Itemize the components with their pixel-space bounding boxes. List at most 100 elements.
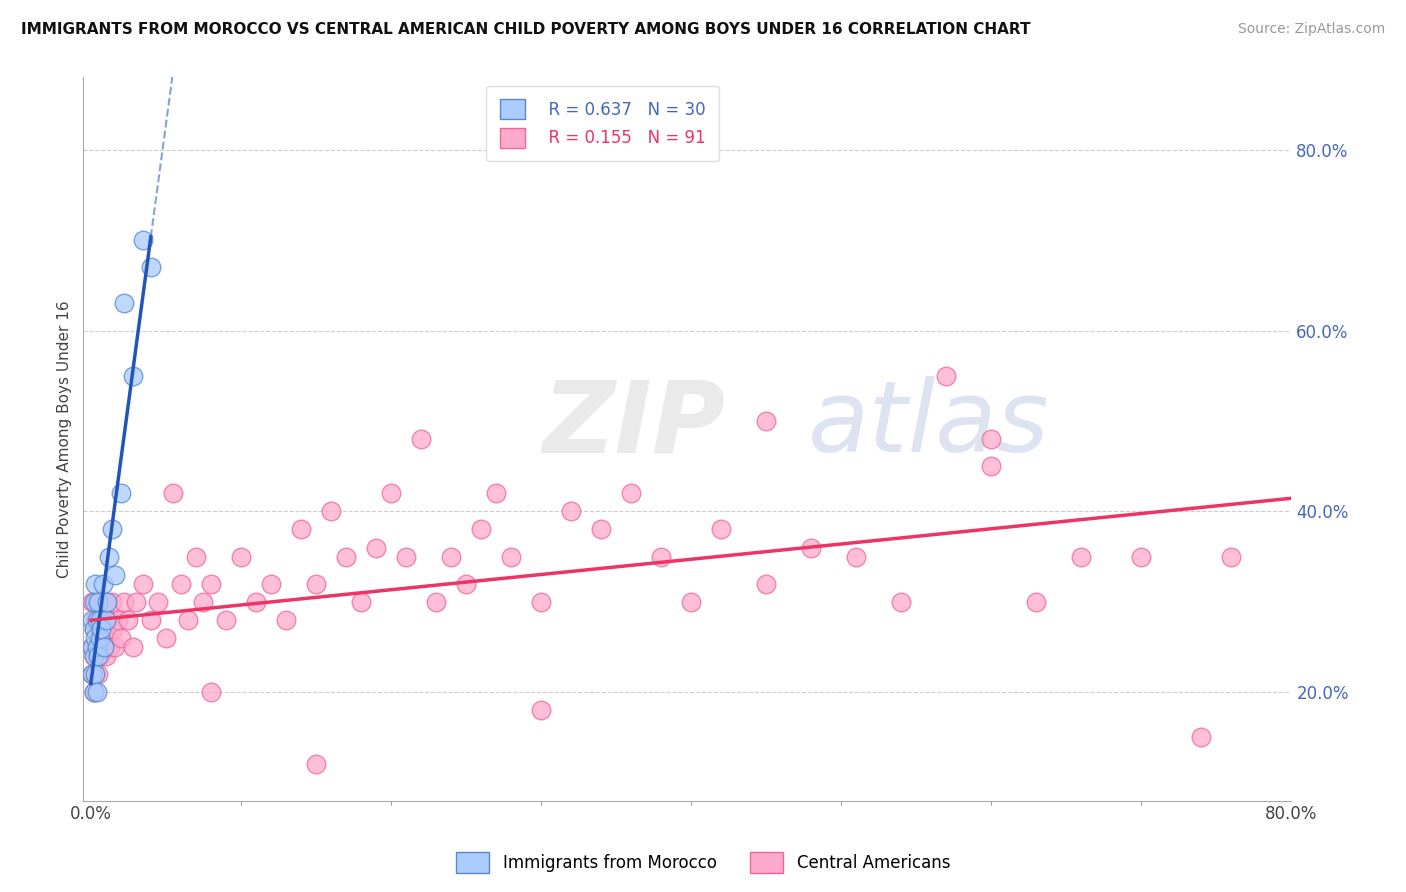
Point xyxy=(380,486,402,500)
Text: IMMIGRANTS FROM MOROCCO VS CENTRAL AMERICAN CHILD POVERTY AMONG BOYS UNDER 16 CO: IMMIGRANTS FROM MOROCCO VS CENTRAL AMERI… xyxy=(21,22,1031,37)
Point xyxy=(97,613,120,627)
Point xyxy=(260,576,283,591)
Point xyxy=(980,432,1002,446)
Point xyxy=(499,549,522,564)
Point xyxy=(86,640,108,654)
Point xyxy=(935,368,957,383)
Y-axis label: Child Poverty Among Boys Under 16: Child Poverty Among Boys Under 16 xyxy=(58,301,72,578)
Point xyxy=(980,459,1002,474)
Point xyxy=(193,595,215,609)
Point xyxy=(681,595,703,609)
Point xyxy=(110,631,132,645)
Point xyxy=(87,648,110,663)
Point xyxy=(91,595,114,609)
Point xyxy=(83,648,105,663)
Point xyxy=(83,622,105,636)
Point xyxy=(84,613,107,627)
Point xyxy=(89,648,111,663)
Point xyxy=(93,640,115,654)
Point xyxy=(93,640,115,654)
Point xyxy=(104,640,127,654)
Point xyxy=(84,576,107,591)
Point xyxy=(1189,731,1212,745)
Point xyxy=(1220,549,1243,564)
Point xyxy=(86,613,108,627)
Point xyxy=(425,595,447,609)
Point xyxy=(800,541,823,555)
Point xyxy=(86,685,108,699)
Point xyxy=(82,667,104,681)
Point xyxy=(94,595,117,609)
Text: ZIP: ZIP xyxy=(543,376,725,473)
Point xyxy=(132,233,155,247)
Point xyxy=(90,640,112,654)
Point xyxy=(82,613,104,627)
Point xyxy=(107,613,129,627)
Point xyxy=(89,613,111,627)
Point xyxy=(245,595,267,609)
Point xyxy=(84,667,107,681)
Point xyxy=(112,296,135,310)
Point xyxy=(755,414,778,428)
Point xyxy=(91,576,114,591)
Point xyxy=(184,549,207,564)
Point xyxy=(274,613,297,627)
Point xyxy=(87,667,110,681)
Point xyxy=(560,504,582,518)
Point xyxy=(177,613,200,627)
Point xyxy=(86,648,108,663)
Point xyxy=(110,486,132,500)
Point xyxy=(93,613,115,627)
Point xyxy=(97,549,120,564)
Point xyxy=(84,631,107,645)
Point xyxy=(84,667,107,681)
Point xyxy=(94,648,117,663)
Point xyxy=(440,549,463,564)
Point xyxy=(290,523,312,537)
Point xyxy=(89,631,111,645)
Point xyxy=(591,523,613,537)
Point xyxy=(82,640,104,654)
Point xyxy=(87,595,110,609)
Point xyxy=(82,595,104,609)
Point xyxy=(139,613,162,627)
Point xyxy=(890,595,912,609)
Point xyxy=(90,613,112,627)
Point xyxy=(84,640,107,654)
Point xyxy=(83,595,105,609)
Point xyxy=(84,595,107,609)
Point xyxy=(454,576,477,591)
Point xyxy=(83,685,105,699)
Point xyxy=(162,486,184,500)
Point xyxy=(112,595,135,609)
Point xyxy=(94,613,117,627)
Point xyxy=(335,549,357,564)
Point xyxy=(125,595,148,609)
Point xyxy=(90,622,112,636)
Point xyxy=(101,523,124,537)
Point xyxy=(470,523,492,537)
Point xyxy=(82,667,104,681)
Legend: Immigrants from Morocco, Central Americans: Immigrants from Morocco, Central America… xyxy=(450,846,956,880)
Point xyxy=(83,622,105,636)
Point xyxy=(1130,549,1153,564)
Point xyxy=(121,368,143,383)
Point xyxy=(87,640,110,654)
Text: Source: ZipAtlas.com: Source: ZipAtlas.com xyxy=(1237,22,1385,37)
Point xyxy=(139,260,162,275)
Point xyxy=(650,549,672,564)
Legend:   R = 0.637   N = 30,   R = 0.155   N = 91: R = 0.637 N = 30, R = 0.155 N = 91 xyxy=(486,86,718,161)
Point xyxy=(148,595,170,609)
Point xyxy=(229,549,252,564)
Point xyxy=(200,576,222,591)
Point xyxy=(215,613,238,627)
Point xyxy=(103,622,125,636)
Point xyxy=(409,432,432,446)
Text: atlas: atlas xyxy=(808,376,1050,473)
Point xyxy=(117,613,139,627)
Point xyxy=(200,685,222,699)
Point xyxy=(83,648,105,663)
Point xyxy=(87,595,110,609)
Point xyxy=(530,595,553,609)
Point xyxy=(91,622,114,636)
